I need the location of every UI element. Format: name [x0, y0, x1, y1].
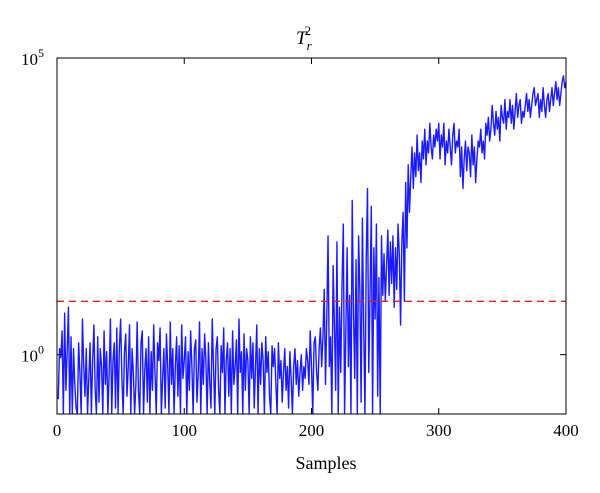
x-tick-label: 100	[172, 421, 198, 440]
plot-area: 0 100 200 300 400 100 105	[21, 46, 579, 440]
series-line	[57, 75, 566, 414]
x-tick-label: 400	[553, 421, 579, 440]
x-tick-label: 200	[299, 421, 325, 440]
x-axis-title: Samples	[296, 453, 357, 473]
y-tick-label: 105	[21, 46, 44, 69]
chart-title: Tr2	[296, 23, 313, 53]
title-superscript: 2	[305, 23, 312, 38]
x-tick-label: 300	[426, 421, 452, 440]
x-tick-label: 0	[53, 421, 62, 440]
y-tick-label: 100	[21, 343, 44, 366]
title-subscript: r	[307, 38, 313, 53]
title-base: T	[296, 28, 308, 49]
